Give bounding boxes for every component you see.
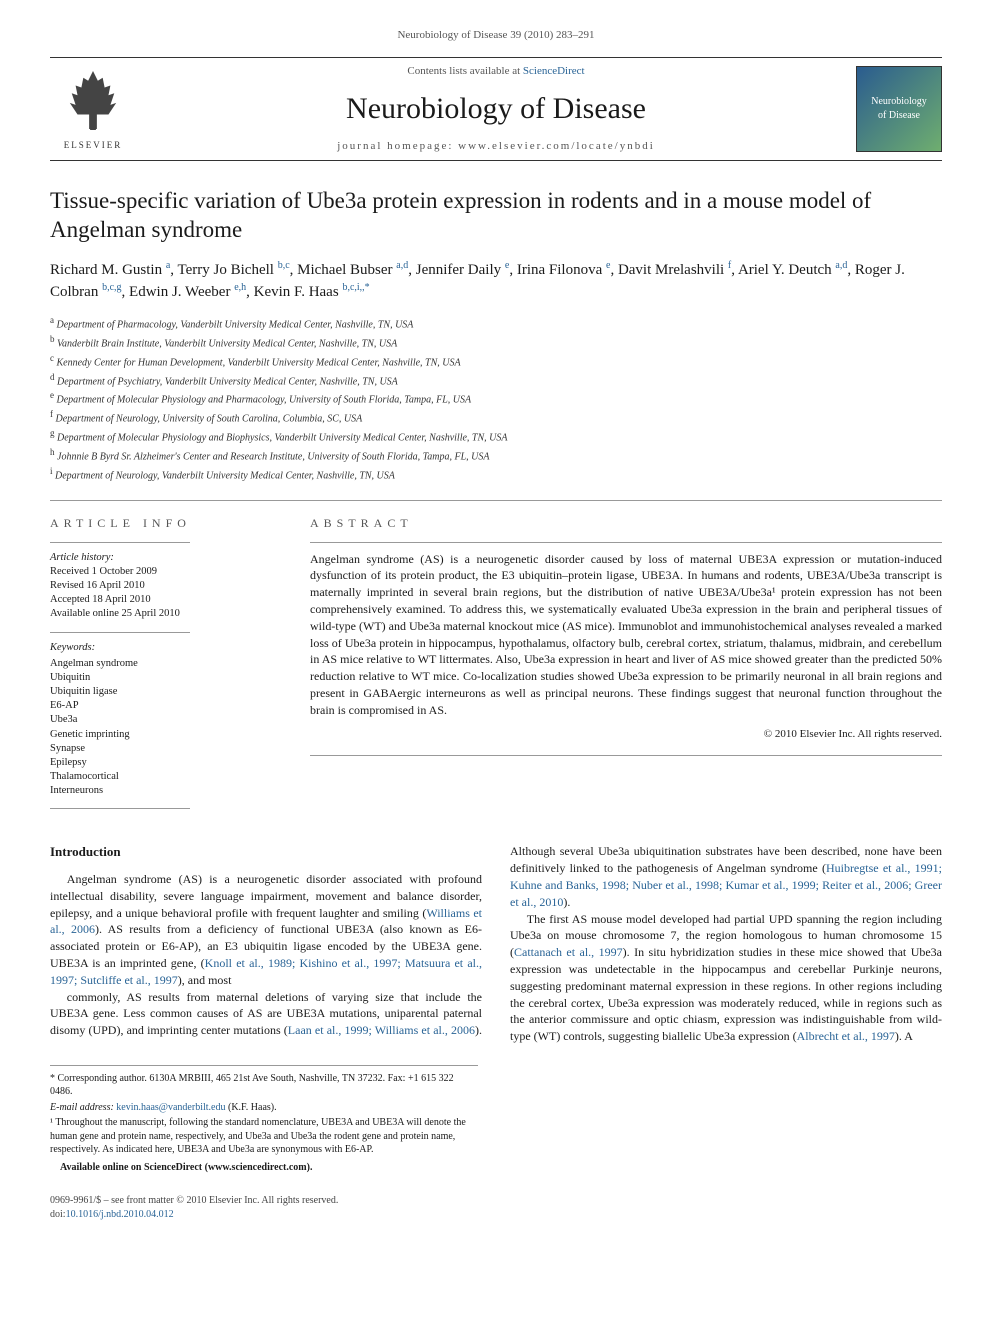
article-info-head: ARTICLE INFO (50, 515, 280, 531)
publisher-name: ELSEVIER (64, 139, 123, 151)
article-info-row: ARTICLE INFO Article history: Received 1… (50, 500, 942, 817)
intro-para-1: Angelman syndrome (AS) is a neurogenetic… (50, 871, 482, 989)
footnote-1: ¹ Throughout the manuscript, following t… (50, 1116, 478, 1157)
keyword: Thalamocortical (50, 770, 280, 784)
keyword: Genetic imprinting (50, 728, 280, 742)
history-label: Article history: (50, 551, 280, 565)
article-title: Tissue-specific variation of Ube3a prote… (50, 187, 942, 245)
corresponding-author: * Corresponding author. 6130A MRBIII, 46… (50, 1072, 478, 1099)
footnotes: * Corresponding author. 6130A MRBIII, 46… (50, 1065, 478, 1175)
running-head: Neurobiology of Disease 39 (2010) 283–29… (50, 28, 942, 43)
front-matter-line: 0969-9961/$ – see front matter © 2010 El… (50, 1194, 942, 1208)
keyword: Synapse (50, 742, 280, 756)
contents-line: Contents lists available at ScienceDirec… (136, 64, 856, 79)
cover-title-top: Neurobiology (871, 95, 927, 109)
sciencedirect-link[interactable]: ScienceDirect (523, 65, 585, 77)
availability-line: Available online on ScienceDirect (www.s… (50, 1161, 478, 1175)
abstract-block: ABSTRACT Angelman syndrome (AS) is a neu… (310, 515, 942, 817)
p2-text: ). (563, 895, 570, 909)
history-line: Available online 25 April 2010 (50, 607, 280, 621)
publisher-logo: ELSEVIER (50, 66, 136, 152)
keyword: Ubiquitin (50, 671, 280, 685)
doi-value: 10.1016/j.nbd.2010.04.012 (66, 1209, 174, 1220)
keywords-block: Keywords: Angelman syndrome Ubiquitin Ub… (50, 641, 280, 799)
keyword: Ubiquitin ligase (50, 685, 280, 699)
intro-heading: Introduction (50, 843, 482, 861)
email-link[interactable]: kevin.haas@vanderbilt.edu (116, 1102, 225, 1113)
p3-text: ). A (895, 1029, 913, 1043)
article-info-left: ARTICLE INFO Article history: Received 1… (50, 515, 280, 817)
article-history: Article history: Received 1 October 2009… (50, 551, 280, 622)
masthead-center: Contents lists available at ScienceDirec… (136, 64, 856, 154)
citation-link[interactable]: Albrecht et al., 1997 (797, 1029, 895, 1043)
affiliation-list: a Department of Pharmacology, Vanderbilt… (50, 314, 942, 482)
email-label: E-mail address: (50, 1102, 116, 1113)
history-line: Accepted 18 April 2010 (50, 593, 280, 607)
intro-para-3: The first AS mouse model developed had p… (510, 911, 942, 1045)
page-footer: 0969-9961/$ – see front matter © 2010 El… (50, 1194, 942, 1221)
keyword: Ube3a (50, 713, 280, 727)
p1-text: Angelman syndrome (AS) is a neurogenetic… (50, 872, 482, 920)
keyword: Angelman syndrome (50, 657, 280, 671)
journal-name: Neurobiology of Disease (136, 89, 856, 130)
cover-title-bottom: of Disease (878, 109, 920, 123)
keywords-label: Keywords: (50, 641, 280, 655)
keyword: E6-AP (50, 699, 280, 713)
body-columns: Introduction Angelman syndrome (AS) is a… (50, 843, 942, 1045)
keyword: Epilepsy (50, 756, 280, 770)
doi-label: doi: (50, 1209, 66, 1220)
availability-text: Available online on ScienceDirect (www.s… (60, 1162, 312, 1173)
citation-link[interactable]: Laan et al., 1999; Williams et al., 2006 (288, 1023, 475, 1037)
abstract-copyright: © 2010 Elsevier Inc. All rights reserved… (310, 727, 942, 742)
journal-masthead: ELSEVIER Contents lists available at Sci… (50, 57, 942, 161)
author-list: Richard M. Gustin a, Terry Jo Bichell b,… (50, 259, 942, 305)
abstract-text: Angelman syndrome (AS) is a neurogenetic… (310, 551, 942, 719)
email-line: E-mail address: kevin.haas@vanderbilt.ed… (50, 1101, 478, 1115)
history-line: Received 1 October 2009 (50, 565, 280, 579)
doi-line: doi:10.1016/j.nbd.2010.04.012 (50, 1208, 942, 1222)
keyword: Interneurons (50, 784, 280, 798)
abstract-head: ABSTRACT (310, 515, 942, 531)
journal-cover-thumb: Neurobiology of Disease (856, 66, 942, 152)
contents-prefix: Contents lists available at (407, 65, 522, 77)
journal-homepage: journal homepage: www.elsevier.com/locat… (136, 139, 856, 154)
email-suffix: (K.F. Haas). (225, 1102, 276, 1113)
p1-text: ), and most (178, 973, 232, 987)
elsevier-tree-icon (64, 66, 122, 136)
history-line: Revised 16 April 2010 (50, 579, 280, 593)
citation-link[interactable]: Cattanach et al., 1997 (514, 945, 623, 959)
